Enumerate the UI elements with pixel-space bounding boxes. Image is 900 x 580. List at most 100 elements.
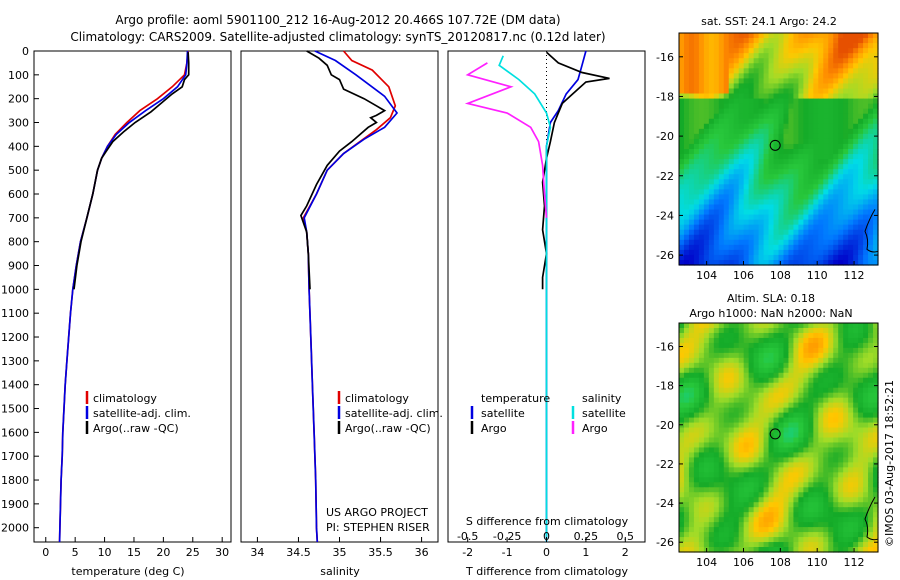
map-cell <box>713 357 720 364</box>
map-cell <box>743 337 750 344</box>
map-cell <box>853 357 859 364</box>
map-cell <box>823 482 829 488</box>
map-cell <box>788 73 795 79</box>
map-cell <box>838 437 844 444</box>
map-cell <box>758 33 765 39</box>
map-cell <box>773 33 780 39</box>
map-cell <box>733 88 740 95</box>
map-cell <box>703 73 710 79</box>
map-cell <box>778 532 785 538</box>
map-cell <box>843 254 849 261</box>
map-cell <box>818 154 824 160</box>
map-cell <box>698 199 705 206</box>
map-cell <box>853 214 859 221</box>
map-cell <box>743 482 750 488</box>
lon-tick-label: 108 <box>770 556 791 569</box>
map-cell <box>679 337 685 344</box>
map-cell <box>848 73 854 79</box>
map-cell <box>823 367 829 374</box>
map-cell <box>843 477 849 483</box>
map-cell <box>818 33 824 39</box>
map-cell <box>853 154 859 160</box>
map-cell <box>868 184 874 190</box>
map-cell <box>708 482 715 488</box>
t-difference-axis-ticks: -2 -1 0 1 2 <box>462 537 629 559</box>
map-cell <box>783 209 790 216</box>
map-cell <box>763 407 770 414</box>
map-cell <box>863 342 869 349</box>
map-cell <box>848 83 854 90</box>
map-cell <box>683 542 690 548</box>
map-cell <box>708 347 715 354</box>
map-cell <box>773 442 780 449</box>
map-cell <box>708 417 715 424</box>
map-cell <box>728 517 735 523</box>
map-cell <box>708 547 715 553</box>
map-cell <box>679 472 685 478</box>
map-cell <box>773 457 780 463</box>
map-cell <box>723 199 730 206</box>
map-cell <box>848 323 854 329</box>
x-tick-label: 1 <box>582 546 589 559</box>
map-cell <box>818 249 824 256</box>
map-cell <box>813 537 819 543</box>
map-cell <box>688 427 695 434</box>
map-cell <box>683 332 690 339</box>
map-cell <box>778 392 785 399</box>
map-cell <box>748 234 755 241</box>
map-cell <box>728 214 735 221</box>
map-cell <box>703 497 710 503</box>
map-cell <box>783 442 790 449</box>
map-cell <box>808 332 814 339</box>
map-cell <box>698 254 705 261</box>
map-cell <box>863 397 869 404</box>
map-cell <box>798 382 804 389</box>
map-cell <box>723 164 730 170</box>
map-cell <box>748 38 755 44</box>
map-cell <box>813 224 819 231</box>
map-cell <box>758 357 765 364</box>
map-cell <box>698 417 705 424</box>
map-cell <box>713 342 720 349</box>
map-cell <box>698 357 705 364</box>
map-cell <box>868 33 874 39</box>
map-cell <box>679 497 685 503</box>
map-cell <box>708 78 715 85</box>
map-cell <box>808 447 814 454</box>
map-cell <box>743 254 750 261</box>
map-cell <box>723 138 730 145</box>
map-cell <box>843 517 849 523</box>
map-cell <box>738 48 745 54</box>
map-cell <box>868 88 874 95</box>
map-cell <box>733 123 740 130</box>
map-cell <box>798 234 804 241</box>
map-cell <box>718 239 725 246</box>
map-cell <box>853 179 859 185</box>
map-cell <box>748 209 755 216</box>
map-cell <box>818 442 824 449</box>
map-cell <box>693 482 700 488</box>
map-cell <box>683 357 690 364</box>
map-cell <box>733 108 740 115</box>
x-tick-label: 5 <box>72 546 79 559</box>
map-cell <box>848 482 854 488</box>
map-cell <box>873 337 879 344</box>
map-cell <box>698 412 705 419</box>
map-cell <box>853 249 859 256</box>
map-cell <box>693 103 700 110</box>
map-cell <box>803 204 809 211</box>
map-cell <box>723 63 730 69</box>
map-cell <box>823 143 829 150</box>
map-cell <box>679 437 685 444</box>
map-cell <box>813 93 819 100</box>
map-cell <box>848 347 854 354</box>
map-cell <box>708 447 715 454</box>
map-cell <box>688 542 695 548</box>
map-cell <box>698 332 705 339</box>
map-cell <box>768 38 775 44</box>
map-cell <box>848 412 854 419</box>
map-cell <box>848 113 854 120</box>
map-cell <box>683 372 690 379</box>
map-cell <box>753 522 760 528</box>
map-cell <box>858 547 864 553</box>
